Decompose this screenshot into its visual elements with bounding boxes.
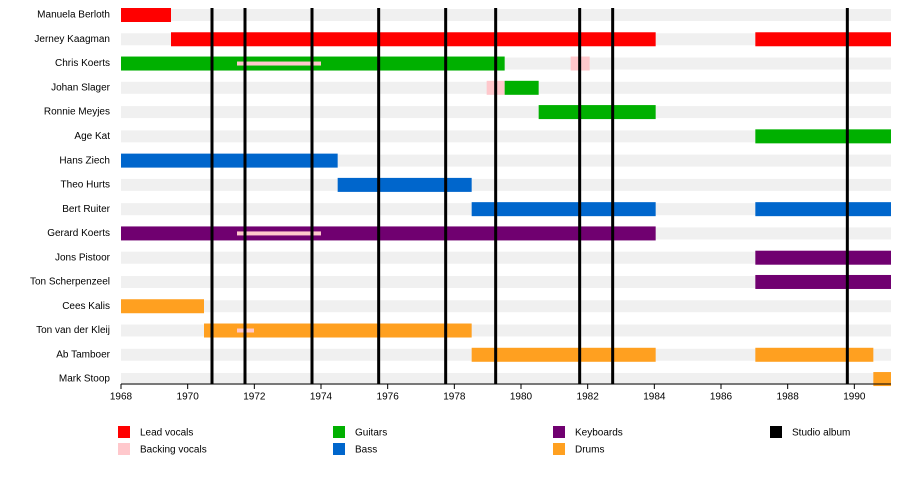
- member-label: Cees Kalis: [62, 301, 110, 312]
- x-tick-label: 1976: [377, 392, 400, 403]
- legend-label: Bass: [355, 445, 377, 456]
- legend-label: Studio album: [792, 428, 850, 439]
- bar: [873, 372, 891, 387]
- legend-swatch: [118, 443, 130, 455]
- legend-label: Guitars: [355, 428, 387, 439]
- member-label: Manuela Berloth: [37, 10, 110, 21]
- member-label: Theo Hurts: [61, 180, 110, 191]
- member-label: Jons Pistoor: [55, 252, 111, 263]
- bar: [121, 299, 204, 314]
- bar: [471, 202, 656, 217]
- x-tick-label: 1968: [110, 392, 133, 403]
- row-band: [121, 178, 891, 191]
- legend-swatch: [553, 426, 565, 438]
- x-tick-label: 1986: [710, 392, 733, 403]
- legend-label: Keyboards: [575, 428, 623, 439]
- legend-swatch: [553, 443, 565, 455]
- bar: [755, 129, 891, 144]
- row-band: [121, 373, 891, 386]
- bar: [755, 274, 891, 289]
- row-band: [121, 106, 891, 119]
- legend-label: Backing vocals: [140, 445, 207, 456]
- x-tick-label: 1990: [843, 392, 866, 403]
- bar: [471, 347, 656, 362]
- x-tick-label: 1988: [777, 392, 800, 403]
- bar: [755, 347, 874, 362]
- bar: [755, 32, 891, 47]
- member-label: Ronnie Meyjes: [44, 107, 110, 118]
- bar: [204, 323, 472, 338]
- legend-swatch: [118, 426, 130, 438]
- member-label: Bert Ruiter: [62, 204, 110, 215]
- row-band: [121, 9, 891, 21]
- member-label: Age Kat: [74, 131, 110, 142]
- member-label: Chris Koerts: [55, 58, 110, 69]
- bar: [337, 177, 472, 192]
- member-label: Ab Tamboer: [56, 349, 110, 360]
- member-label: Ton Scherpenzeel: [30, 277, 110, 288]
- bar: [121, 8, 171, 22]
- member-label: Ton van der Kleij: [36, 325, 110, 336]
- bar: [237, 231, 321, 236]
- bar: [121, 153, 338, 168]
- legend-swatch: [333, 443, 345, 455]
- x-tick-label: 1980: [510, 392, 533, 403]
- bar: [538, 105, 656, 120]
- bar: [171, 32, 656, 47]
- legend-swatch: [333, 426, 345, 438]
- x-tick-label: 1984: [643, 392, 666, 403]
- x-tick-label: 1972: [243, 392, 266, 403]
- member-label: Gerard Koerts: [47, 228, 110, 239]
- legend-swatch: [770, 426, 782, 438]
- bar: [504, 80, 539, 95]
- bar: [237, 61, 321, 66]
- x-tick-label: 1974: [310, 392, 333, 403]
- member-label: Jerney Kaagman: [34, 34, 110, 45]
- legend-label: Drums: [575, 445, 604, 456]
- row-band: [121, 300, 891, 313]
- bar: [755, 202, 891, 217]
- bar: [755, 250, 891, 265]
- member-label: Hans Ziech: [59, 155, 110, 166]
- x-tick-label: 1982: [577, 392, 600, 403]
- legend-label: Lead vocals: [140, 428, 193, 439]
- member-label: Mark Stoop: [59, 374, 111, 385]
- bar: [121, 226, 656, 241]
- x-tick-label: 1970: [177, 392, 200, 403]
- x-tick-label: 1978: [443, 392, 466, 403]
- member-label: Johan Slager: [51, 82, 111, 93]
